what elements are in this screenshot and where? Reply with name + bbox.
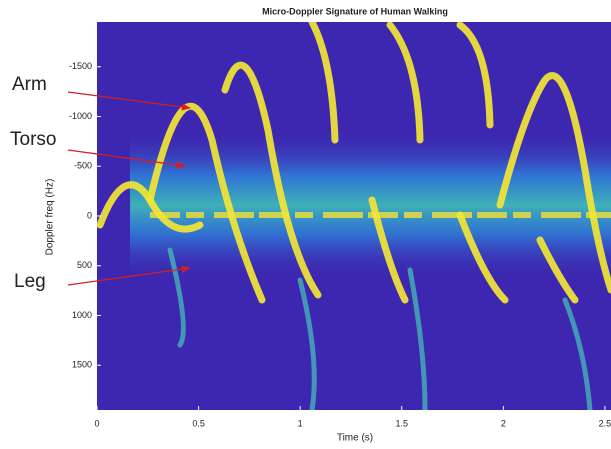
x-tick-label: 0.5 <box>192 418 205 428</box>
x-tick-label: 1.5 <box>395 418 408 428</box>
y-tick-label: -500 <box>74 161 92 171</box>
y-tick-label: -1000 <box>69 111 92 121</box>
doppler-trace <box>562 297 593 410</box>
chart-title: Micro-Doppler Signature of Human Walking <box>262 6 448 16</box>
y-tick-label: 0 <box>87 210 92 220</box>
doppler-trace <box>308 22 339 144</box>
y-tick-label: -1500 <box>69 61 92 71</box>
x-tick-label: 0 <box>94 418 99 428</box>
annotation-label: Arm <box>12 74 47 95</box>
doppler-trace <box>167 247 186 348</box>
y-axis-label: Doppler freq (Hz) <box>45 179 56 256</box>
doppler-trace <box>386 22 424 144</box>
doppler-trace <box>407 267 428 410</box>
doppler-trace <box>221 61 322 299</box>
doppler-trace <box>456 211 509 304</box>
y-tick-label: 500 <box>77 260 92 270</box>
spectrogram <box>97 22 611 410</box>
doppler-trace <box>456 22 494 129</box>
x-tick-label: 2 <box>501 418 506 428</box>
doppler-trace <box>496 72 611 294</box>
doppler-trace <box>368 196 409 304</box>
annotation-arrow <box>67 265 191 286</box>
x-tick-label: 2.5 <box>599 418 611 428</box>
doppler-trace <box>146 102 266 304</box>
x-axis-label: Time (s) <box>337 433 373 444</box>
annotation-label: Leg <box>14 271 46 292</box>
doppler-trace <box>297 277 317 410</box>
annotation-label: Torso <box>10 129 56 150</box>
x-tick-label: 1 <box>298 418 303 428</box>
annotation-arrow <box>67 149 186 169</box>
y-tick-label: 1500 <box>72 360 92 370</box>
doppler-trace <box>536 236 579 304</box>
annotation-arrow <box>67 91 191 111</box>
y-tick-label: 1000 <box>72 310 92 320</box>
